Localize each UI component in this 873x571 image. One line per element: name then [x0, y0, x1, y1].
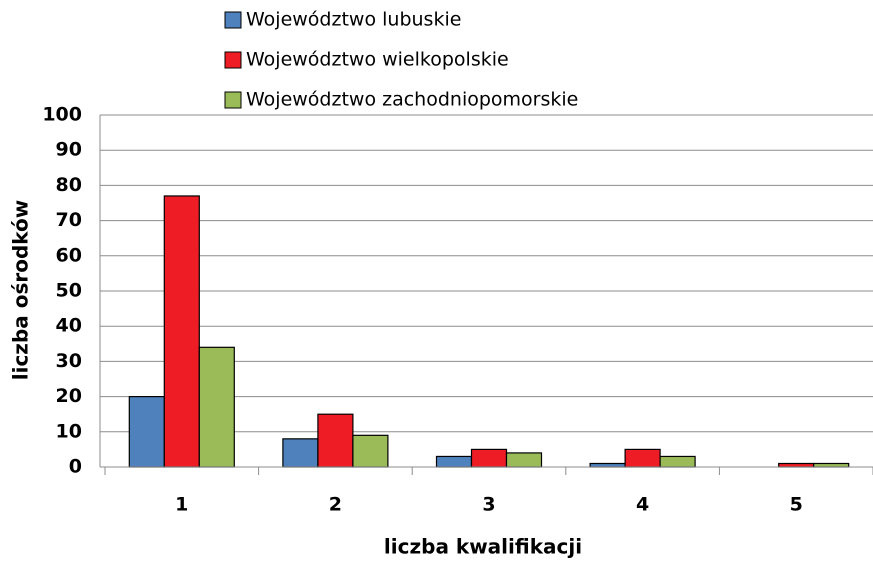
- y-tick-label: 40: [56, 315, 82, 337]
- y-tick-label: 60: [56, 244, 82, 266]
- legend-swatch: [224, 91, 242, 109]
- legend-label: Województwo zachodniopomorskie: [246, 89, 578, 111]
- bar: [778, 462, 815, 468]
- y-axis-label: liczba ośrodków: [9, 200, 33, 381]
- x-tick-label: 3: [482, 494, 495, 516]
- bar: [624, 448, 661, 468]
- bar: [659, 455, 696, 468]
- bar: [505, 452, 543, 468]
- legend-label: Województwo wielkopolskie: [246, 49, 509, 71]
- y-tick-label: 0: [69, 456, 82, 478]
- bar: [163, 195, 200, 468]
- y-tick-label: 90: [56, 139, 82, 161]
- bar: [198, 346, 235, 468]
- y-tick-label: 30: [56, 350, 82, 372]
- y-tick-label: 70: [56, 209, 82, 231]
- legend-swatch: [224, 11, 242, 29]
- legend-label: Województwo lubuskie: [246, 9, 461, 31]
- legend-swatch: [224, 51, 242, 69]
- bar: [282, 438, 319, 468]
- x-tick-label: 2: [329, 494, 342, 516]
- bar: [352, 434, 389, 468]
- bar: [128, 396, 165, 468]
- y-tick-label: 20: [56, 385, 82, 407]
- bar: [317, 413, 354, 468]
- x-tick-label: 4: [636, 494, 649, 516]
- y-tick-label: 80: [56, 174, 82, 196]
- y-tick-label: 10: [56, 420, 82, 442]
- bar: [470, 448, 508, 468]
- x-axis-label: liczba kwalifikacji: [384, 535, 582, 559]
- x-tick-label: 5: [790, 494, 803, 516]
- bar: [435, 455, 473, 468]
- x-tick-label: 1: [175, 494, 188, 516]
- y-tick-label: 100: [42, 104, 82, 126]
- bar: [589, 462, 626, 468]
- bar: [813, 462, 850, 468]
- y-tick-label: 50: [56, 280, 82, 302]
